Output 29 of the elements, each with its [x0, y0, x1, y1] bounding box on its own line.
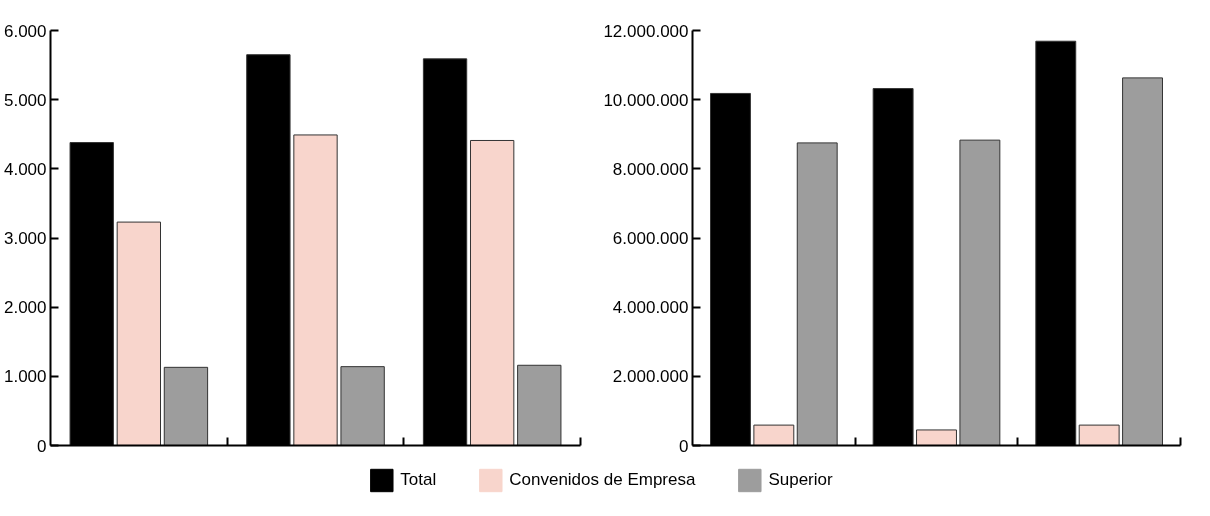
bar — [116, 221, 161, 446]
y-tick-label: 2.000.000 — [612, 367, 689, 387]
legend-label: Total — [400, 470, 437, 490]
y-tick-label: 4.000 — [3, 159, 47, 179]
y-tick-label: 6.000 — [3, 21, 47, 41]
y-tick-label: 10.000.000 — [603, 90, 689, 110]
bar — [916, 429, 957, 446]
y-tick-label: 0 — [679, 436, 689, 456]
bar — [1078, 424, 1120, 446]
y-tick-label: 6.000.000 — [612, 229, 689, 248]
legend-label: Superior — [768, 470, 833, 490]
y-tick-label: 2.000 — [3, 298, 47, 318]
y-tick-label: 12.000.000 — [603, 21, 689, 41]
bar — [753, 424, 795, 446]
y-tick-label: 1.000 — [3, 367, 47, 387]
y-tick-label: 4.000.000 — [612, 298, 689, 318]
legend-label: Convenidos de Empresa — [509, 470, 696, 490]
bar — [470, 139, 515, 446]
y-tick-label: 3.000 — [3, 229, 47, 248]
y-tick-label: 0 — [37, 436, 47, 456]
bar — [293, 134, 338, 446]
bar — [517, 364, 562, 446]
bar — [1122, 77, 1163, 446]
y-tick-label: 8.000.000 — [612, 159, 689, 179]
bar — [959, 139, 1001, 446]
bar — [163, 366, 209, 446]
bar — [796, 142, 838, 446]
bar — [340, 366, 385, 446]
y-tick-label: 5.000 — [3, 90, 47, 110]
